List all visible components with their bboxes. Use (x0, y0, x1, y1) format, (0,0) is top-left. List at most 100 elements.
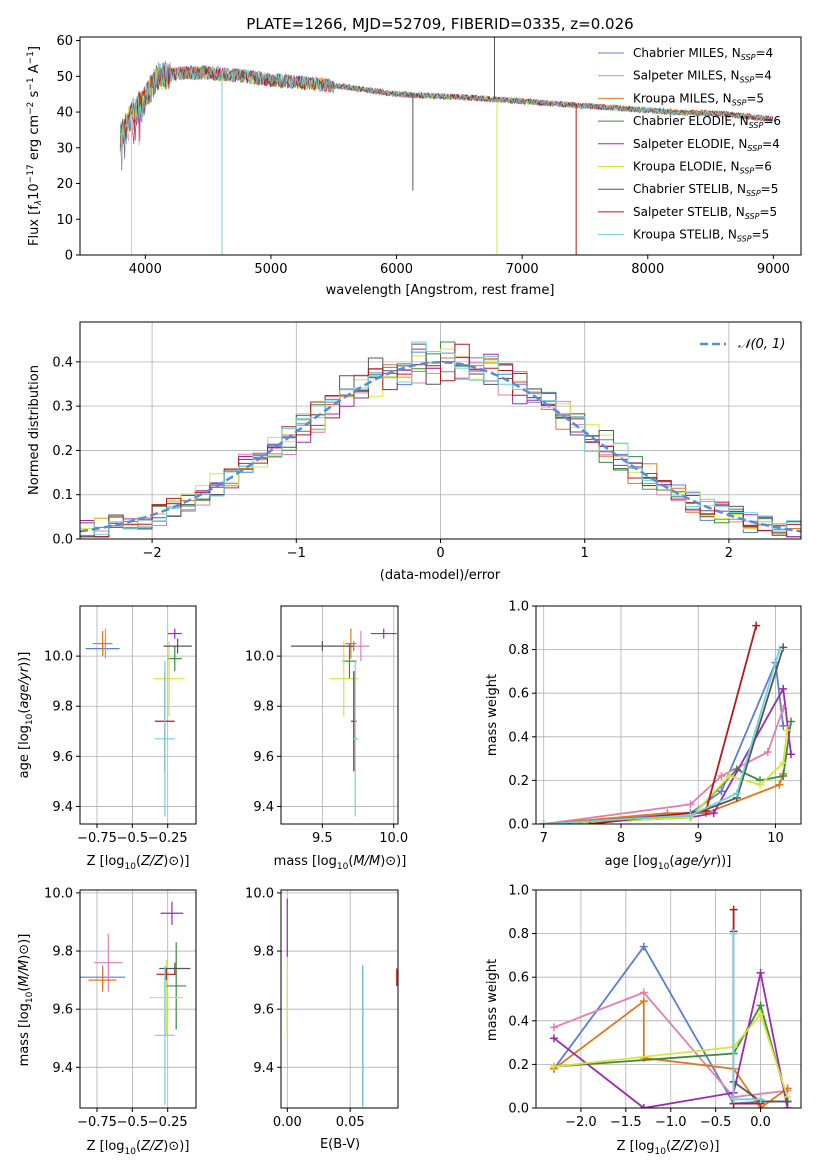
series-marker (639, 997, 648, 1006)
series-marker (549, 1023, 558, 1032)
series-marker (729, 929, 738, 938)
mass-vs-z-panel: −0.75 −0.5 −0.25 9.4 9.6 9.8 10.0 Z [log10(Z/Z)… (17, 886, 197, 1157)
x-axis-label: Z [log10(Z/Z)⊙)] (87, 854, 190, 872)
y-tick-label: 10.0 (44, 650, 73, 665)
x-tick-label: 4000 (129, 262, 162, 277)
y-tick-label: 9.8 (52, 945, 73, 960)
x-axis-label: Z [log10(Z/Z)⊙)] (87, 1139, 190, 1157)
x-axis-label: E(B-V) (320, 1137, 360, 1152)
series-marker (729, 1095, 738, 1104)
series-marker (709, 809, 718, 818)
legend-entry: Chabrier STELIB, NSSP=5 (633, 182, 778, 198)
y-tick-label: 9.4 (52, 800, 73, 815)
legend-entry: Salpeter MILES, NSSP=4 (633, 69, 772, 85)
x-axis-label: mass [log10(M/M)⊙)] (274, 854, 407, 872)
y-axis-label: mass weight (485, 959, 500, 1041)
y-tick-label: 10.0 (245, 650, 274, 665)
y-tick-label: 9.8 (253, 945, 274, 960)
x-tick-label: −2 (143, 546, 162, 561)
spectrum-line (119, 61, 774, 168)
axes-frame (535, 605, 802, 825)
residuals-panel: −2 −1 0 1 2 0.0 0.1 0.2 0.3 0.4 (data-model)/error… (27, 321, 802, 583)
series-marker (686, 811, 695, 820)
y-tick-label: 0 (65, 249, 73, 264)
series-marker (775, 645, 784, 654)
x-tick-label: 9000 (757, 262, 790, 277)
y-axis-label: Normed distribution (27, 365, 42, 495)
x-tick-label: 10 (767, 831, 784, 846)
x-tick-label: 0.05 (336, 1115, 365, 1130)
series-marker (783, 726, 792, 735)
axes-frame (280, 605, 399, 825)
y-tick-label: 0.3 (52, 400, 73, 415)
legend-entry: Kroupa STELIB, NSSP=5 (633, 228, 769, 244)
x-tick-label: 7 (540, 831, 548, 846)
series-marker (549, 1062, 558, 1071)
series-marker (756, 780, 765, 789)
plot-area (539, 621, 795, 824)
x-tick-label: 0.0 (750, 1115, 771, 1130)
y-tick-label: 9.6 (253, 1003, 274, 1018)
series-marker (732, 789, 741, 798)
y-tick-label: 0.0 (52, 533, 73, 548)
y-tick-label: 0.2 (52, 444, 73, 459)
x-tick-label: 8000 (631, 262, 664, 277)
series-marker (639, 942, 648, 951)
y-tick-label: 1.0 (508, 884, 529, 899)
y-tick-label: 0.8 (508, 643, 529, 658)
legend-entry: Kroupa MILES, NSSP=5 (633, 91, 764, 107)
y-tick-label: 9.4 (52, 1061, 73, 1076)
x-tick-label: −0.25 (148, 1115, 188, 1130)
x-tick-label: −0.5 (117, 1115, 149, 1130)
plot-area (80, 901, 191, 1106)
plot-area (85, 628, 192, 817)
series-marker (779, 758, 788, 767)
age-vs-z-panel: −0.75 −0.5 −0.25 9.4 9.6 9.8 10.0 Z [log10(Z/Z)… (17, 605, 197, 872)
spectrum-panel: 4000 5000 6000 7000 8000 9000 0 10 20 30 40 50 60 wav… (26, 34, 802, 298)
legend-entry: 𝒩(0, 1) (738, 337, 785, 352)
x-tick-label: −0.75 (77, 1115, 117, 1130)
y-tick-label: 9.6 (253, 750, 274, 765)
y-axis-label: mass [log10(M/M)⊙)] (17, 934, 35, 1067)
y-tick-label: 20 (56, 177, 73, 192)
axes-frame (280, 889, 399, 1109)
series-marker (779, 684, 788, 693)
series-line (553, 999, 789, 1108)
y-tick-label: 1.0 (508, 600, 529, 615)
x-tick-label: −0.25 (148, 831, 188, 846)
y-tick-label: 0.4 (508, 730, 529, 745)
x-tick-label: 2 (725, 546, 733, 561)
mass-vs-ebv-panel: 0.00 0.05 9.4 9.6 9.8 10.0 E(B-V) (245, 886, 399, 1152)
x-tick-label: 5000 (254, 262, 287, 277)
plot-area (290, 628, 397, 817)
legend-entry: Chabrier ELODIE, NSSP=6 (633, 114, 781, 130)
y-tick-label: 0.8 (508, 927, 529, 942)
x-tick-label: 0 (436, 546, 444, 561)
series-marker (752, 621, 761, 630)
series-line (543, 649, 781, 824)
x-axis-label: age [log10(age/yr))] (605, 854, 732, 872)
series-marker (549, 1034, 558, 1043)
x-tick-label: 9.5 (312, 831, 333, 846)
age-vs-mass-panel: 9.5 10.0 9.4 9.6 9.8 10.0 mass [log10(M/M)⊙)] (245, 605, 408, 872)
legend-entry: Salpeter STELIB, NSSP=5 (633, 205, 777, 221)
y-tick-label: 0.6 (508, 687, 529, 702)
x-tick-label: −0.5 (700, 1115, 732, 1130)
x-tick-label: −1.0 (655, 1115, 687, 1130)
x-tick-label: 1 (581, 546, 589, 561)
y-tick-label: 9.6 (52, 750, 73, 765)
series-marker (639, 1104, 648, 1108)
series-line (553, 991, 788, 1099)
y-tick-label: 10 (56, 213, 73, 228)
series-marker (725, 772, 734, 781)
axes-frame (79, 889, 197, 1109)
series-line (543, 659, 785, 824)
massweight-vs-age-panel: 7 8 9 10 0.0 0.2 0.4 0.6 0.8 1.0 age [log10(age/yr… (485, 600, 802, 872)
legend: Chabrier MILES, NSSP=4 Salpeter MILES, NS… (598, 46, 781, 244)
y-tick-label: 60 (56, 34, 73, 49)
x-tick-label: 0.00 (273, 1115, 302, 1130)
y-tick-label: 0.1 (52, 488, 73, 503)
x-tick-label: 6000 (380, 262, 413, 277)
series-marker (756, 1001, 765, 1010)
series-line (543, 685, 792, 824)
